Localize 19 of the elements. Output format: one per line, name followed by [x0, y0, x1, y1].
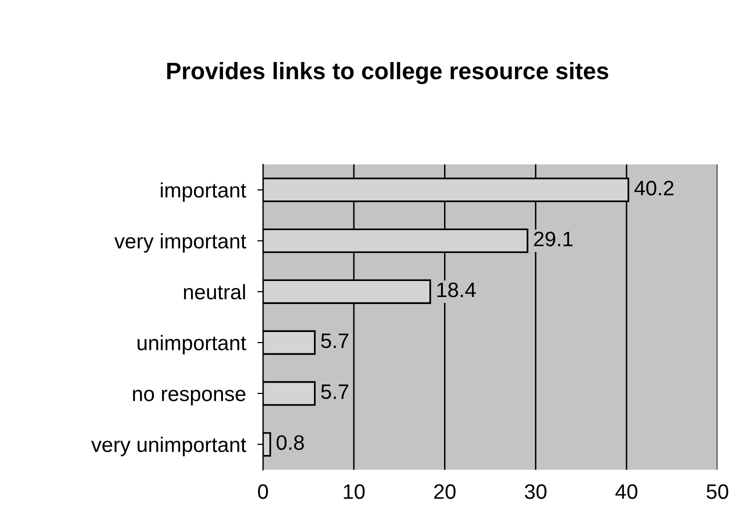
x-tick-label: 30 [524, 484, 546, 499]
data-label: 5.7 [321, 334, 348, 348]
x-tick-label: 20 [434, 484, 456, 499]
y-tick-label: neutral [184, 284, 245, 300]
x-tick-label: 0 [258, 484, 268, 499]
data-label: 40.2 [634, 180, 674, 196]
x-tick-label: 50 [706, 484, 728, 499]
data-label: 5.7 [321, 384, 348, 400]
y-tick-label: unimportant [138, 335, 246, 354]
y-tick-label: no response [133, 390, 246, 406]
data-label: 29.1 [534, 232, 573, 246]
x-tick-label: 40 [615, 484, 638, 499]
chart-title: Provides links to college resource sites [167, 62, 608, 84]
y-tick-label: important [160, 182, 246, 202]
y-tick-label: very unimportant [91, 436, 246, 456]
x-tick-label: 10 [344, 484, 365, 499]
y-tick-label: very important [114, 233, 246, 253]
data-label: 18.4 [437, 282, 476, 298]
data-label: 0.8 [276, 435, 304, 450]
